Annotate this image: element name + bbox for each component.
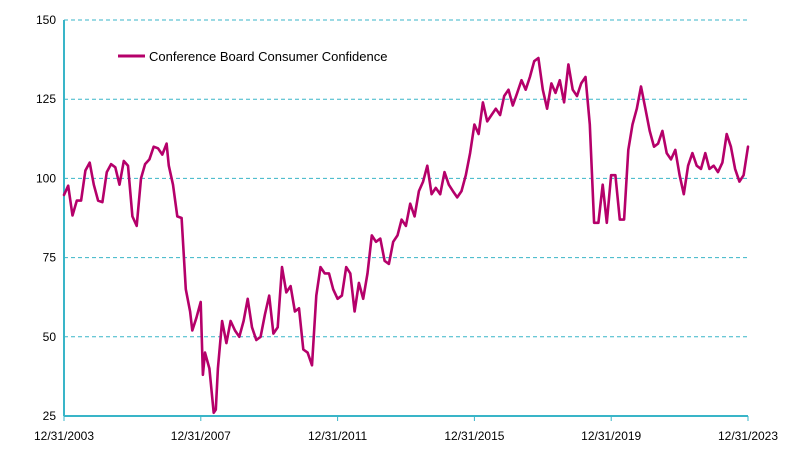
- legend: Conference Board Consumer Confidence: [118, 49, 387, 64]
- x-tick-label: 12/31/2007: [171, 429, 231, 443]
- y-tick-label: 100: [36, 171, 56, 185]
- x-tick-label: 12/31/2023: [718, 429, 778, 443]
- x-tick-label: 12/31/2011: [308, 429, 367, 443]
- series-line: [62, 56, 750, 415]
- series-lines: [62, 56, 750, 415]
- grid-lines: [64, 19, 748, 338]
- y-tick-label: 25: [43, 409, 57, 423]
- y-tick-label: 125: [36, 92, 56, 106]
- legend-label: Conference Board Consumer Confidence: [149, 49, 387, 64]
- axes: [63, 20, 749, 421]
- y-tick-label: 150: [36, 13, 56, 27]
- y-tick-label: 50: [43, 330, 57, 344]
- x-tick-label: 12/31/2003: [34, 429, 94, 443]
- tick-labels: 25 50 75 100 125 150 12/31/2003 12/31/2007 12/31…: [34, 13, 778, 443]
- x-tick-label: 12/31/2015: [444, 429, 504, 443]
- x-tick-label: 12/31/2019: [581, 429, 641, 443]
- y-tick-label: 75: [43, 251, 57, 265]
